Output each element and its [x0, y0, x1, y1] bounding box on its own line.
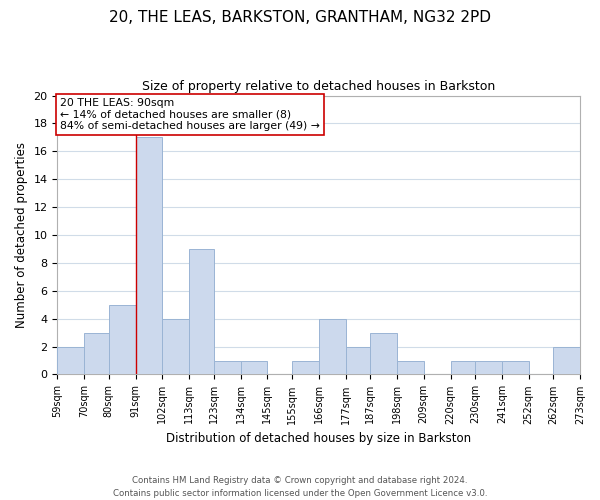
Bar: [319, 318, 346, 374]
Title: Size of property relative to detached houses in Barkston: Size of property relative to detached ho…: [142, 80, 496, 93]
Bar: [502, 360, 529, 374]
Text: 20, THE LEAS, BARKSTON, GRANTHAM, NG32 2PD: 20, THE LEAS, BARKSTON, GRANTHAM, NG32 2…: [109, 10, 491, 25]
Bar: [241, 360, 268, 374]
Bar: [475, 360, 502, 374]
Bar: [58, 346, 84, 374]
Bar: [136, 138, 163, 374]
Bar: [189, 249, 214, 374]
Bar: [292, 360, 319, 374]
Bar: [214, 360, 241, 374]
Bar: [451, 360, 475, 374]
Text: 20 THE LEAS: 90sqm
← 14% of detached houses are smaller (8)
84% of semi-detached: 20 THE LEAS: 90sqm ← 14% of detached hou…: [60, 98, 320, 131]
Bar: [84, 332, 109, 374]
Bar: [370, 332, 397, 374]
Bar: [553, 346, 580, 374]
Y-axis label: Number of detached properties: Number of detached properties: [15, 142, 28, 328]
Bar: [397, 360, 424, 374]
Bar: [163, 318, 189, 374]
Bar: [346, 346, 370, 374]
Text: Contains HM Land Registry data © Crown copyright and database right 2024.
Contai: Contains HM Land Registry data © Crown c…: [113, 476, 487, 498]
Bar: [109, 304, 136, 374]
X-axis label: Distribution of detached houses by size in Barkston: Distribution of detached houses by size …: [166, 432, 471, 445]
